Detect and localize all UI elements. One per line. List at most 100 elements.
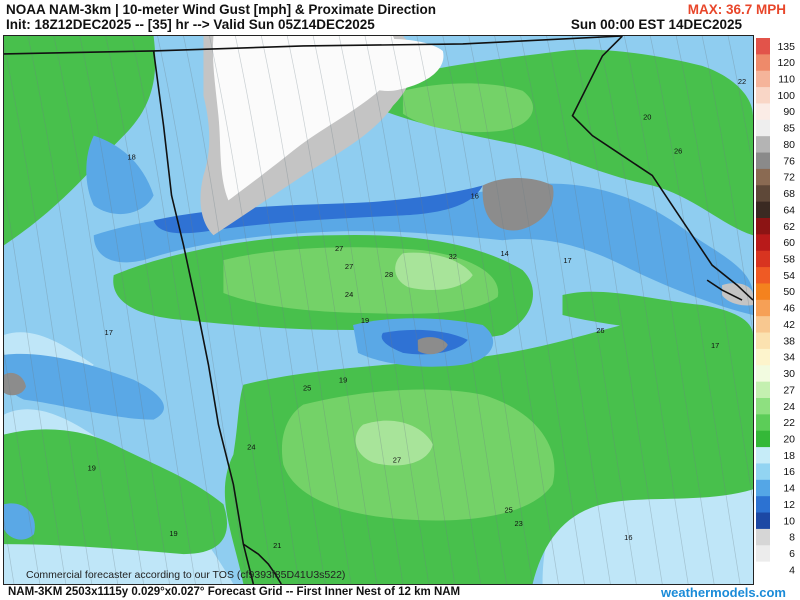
gust-value-label: 16 [624, 533, 632, 542]
gust-field-green-west [4, 429, 228, 555]
gust-value-label: 25 [504, 505, 512, 514]
legend-label: 68 [783, 188, 795, 200]
legend-swatch [756, 152, 770, 170]
gust-value-label: 16 [471, 191, 479, 200]
gust-field-gray-west [4, 372, 26, 396]
streamline [4, 43, 93, 584]
legend-label: 27 [783, 384, 795, 396]
gust-value-label: 17 [105, 328, 113, 337]
streamline [235, 36, 326, 584]
gust-value-label: 19 [361, 316, 369, 325]
gust-field-blue-nw [86, 135, 154, 215]
streamline [701, 36, 753, 335]
legend-swatch [756, 218, 770, 235]
legend-label: 54 [783, 270, 795, 282]
gust-field-pale-green-south [355, 420, 433, 466]
streamline [183, 36, 274, 584]
gust-field-white-north [212, 36, 397, 201]
state-border-west [152, 50, 255, 584]
legend-swatch [756, 528, 770, 546]
gust-value-label: 21 [273, 541, 281, 550]
state-border-east [571, 36, 753, 301]
legend-label: 85 [783, 123, 795, 135]
state-border-north [4, 36, 623, 55]
legend-swatch [756, 414, 770, 432]
streamline [157, 36, 248, 584]
legend-swatch [756, 168, 770, 186]
legend-label: 100 [777, 90, 795, 102]
streamline [598, 36, 689, 584]
legend-swatch [756, 70, 770, 88]
legend-label: 6 [789, 548, 795, 560]
streamline [468, 36, 559, 584]
streamline [79, 36, 170, 584]
legend-label: 90 [783, 106, 795, 118]
gust-value-label: 24 [247, 442, 255, 451]
legend-swatch [756, 103, 770, 121]
gust-value-label: 17 [563, 256, 571, 265]
streamline [624, 36, 715, 584]
legend-swatch [756, 365, 770, 383]
legend-swatch [756, 398, 770, 415]
legend-swatch [756, 234, 770, 252]
legend-label: 120 [777, 57, 795, 69]
legend-swatch [756, 38, 770, 55]
brand-link[interactable]: weathermodels.com [661, 585, 786, 600]
commercial-disclaimer: Commercial forecaster according to our T… [26, 569, 346, 581]
init-valid-line: Init: 18Z12DEC2025 -- [35] hr --> Valid … [6, 17, 375, 32]
streamline [338, 36, 430, 584]
streamline [364, 36, 456, 584]
gust-value-label: 17 [711, 341, 719, 350]
streamline [312, 36, 404, 584]
legend-label: 38 [783, 335, 795, 347]
legend-swatch [756, 561, 770, 578]
legend-swatch [756, 299, 770, 317]
legend-swatch [756, 332, 770, 350]
legend-swatch [756, 316, 770, 334]
streamline [390, 36, 482, 584]
legend-swatch [756, 250, 770, 268]
streamline [494, 36, 585, 584]
legend-label: 34 [783, 352, 795, 364]
gust-field-gray-east [482, 177, 554, 231]
gust-value-label: 19 [88, 463, 96, 472]
legend-label: 135 [777, 41, 795, 53]
gust-value-label: 23 [514, 519, 522, 528]
legend-label: 50 [783, 286, 795, 298]
legend-label: 60 [783, 237, 795, 249]
streamline [53, 36, 144, 584]
gust-value-label: 27 [345, 262, 353, 271]
streamline [727, 36, 753, 171]
legend-swatch [756, 463, 770, 481]
streamline [286, 36, 378, 584]
streamline [4, 349, 41, 584]
wind-gust-map[interactable]: 1817191927272832241916141722202626172519… [3, 35, 754, 585]
header: NOAA NAM-3km | 10-meter Wind Gust [mph] … [0, 0, 800, 34]
state-border-east-lower [706, 279, 743, 301]
gust-value-label: 19 [169, 529, 177, 538]
legend-label: 76 [783, 155, 795, 167]
legend-swatch [756, 348, 770, 366]
gust-value-label: 27 [393, 455, 401, 464]
grid-info: NAM-3KM 2503x1115y 0.029°x0.027° Forecas… [8, 586, 461, 598]
valid-local-time: Sun 00:00 EST 14DEC2025 [570, 17, 742, 32]
legend-swatch [756, 496, 770, 514]
legend-swatch [756, 87, 770, 104]
legend-swatch [756, 283, 770, 301]
gust-field-blue-sw [4, 503, 35, 540]
color-legend: 1351201101009085807672686462605854504642… [756, 38, 795, 578]
streamline [27, 36, 119, 584]
streamline [131, 36, 222, 584]
gust-field-dark-blue-band [153, 185, 483, 234]
streamline [442, 36, 533, 584]
gust-value-label: 26 [674, 147, 682, 156]
gust-field-blue-west [4, 353, 164, 420]
streamline [105, 36, 196, 584]
gust-field-pale-green-core [395, 252, 473, 290]
legend-label: 8 [789, 532, 795, 544]
streamline [4, 183, 67, 584]
legend-swatch [756, 119, 770, 137]
legend-label: 4 [789, 564, 795, 576]
legend-swatch [756, 185, 770, 203]
legend-label: 42 [783, 319, 795, 331]
